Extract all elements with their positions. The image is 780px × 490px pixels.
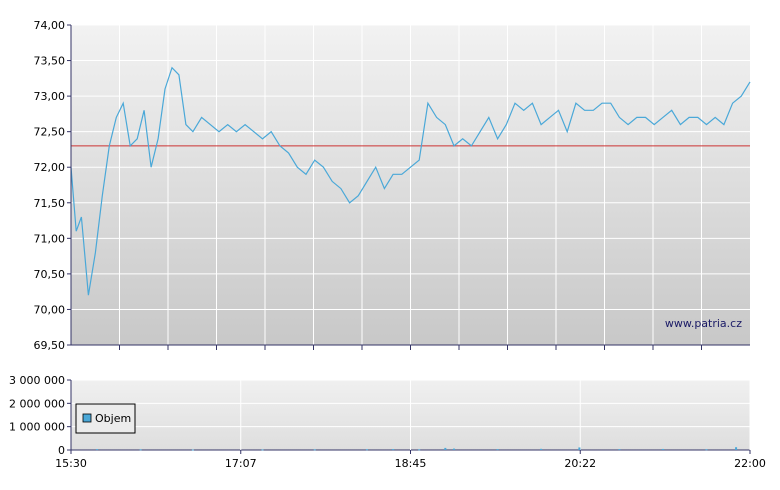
legend-swatch — [82, 413, 92, 423]
volume-bar — [261, 449, 264, 451]
volume-bar — [392, 449, 395, 451]
price-y-tick-label: 72,00 — [34, 161, 66, 174]
volume-y-axis-ticks: 3 000 000 2 000 000 1 000 000 0 — [9, 374, 71, 457]
x-tick-label: 22:00 — [734, 457, 766, 470]
volume-bar — [453, 448, 456, 450]
volume-bar — [365, 449, 368, 451]
price-y-tick-label: 73,50 — [34, 55, 66, 68]
volume-y-tick-label: 3 000 000 — [9, 374, 65, 387]
volume-bar — [496, 449, 499, 451]
volume-legend: Objem — [75, 403, 136, 434]
volume-y-tick-label: 1 000 000 — [9, 421, 65, 434]
volume-bar — [139, 449, 142, 451]
price-y-tick-label: 70,00 — [34, 303, 66, 316]
volume-bar — [661, 448, 664, 450]
price-y-tick-label: 73,00 — [34, 90, 66, 103]
price-y-tick-label: 74,00 — [34, 19, 66, 32]
volume-bar — [96, 449, 99, 451]
x-tick-label: 17:07 — [225, 457, 257, 470]
volume-bar — [313, 449, 316, 451]
x-tick-label: 15:30 — [55, 457, 87, 470]
volume-y-tick-label: 2 000 000 — [9, 397, 65, 410]
price-series-line — [70, 66, 751, 296]
price-y-tick-label: 70,50 — [34, 268, 66, 281]
price-grid — [71, 24, 750, 350]
x-tick-label: 18:45 — [395, 457, 427, 470]
price-y-tick-label: 71,50 — [34, 197, 66, 210]
x-tick-label: 20:22 — [564, 457, 596, 470]
volume-y-tick-label: 0 — [58, 444, 65, 457]
volume-bars — [96, 447, 738, 451]
price-y-tick-label: 69,50 — [34, 339, 66, 352]
volume-bar — [705, 449, 708, 451]
volume-bar — [540, 448, 543, 450]
price-y-tick-label: 72,50 — [34, 126, 66, 139]
price-y-tick-label: 71,00 — [34, 232, 66, 245]
volume-bar — [578, 447, 581, 450]
volume-bar — [418, 449, 421, 451]
volume-bar — [618, 449, 621, 451]
x-axis-ticks: 15:30 17:07 18:45 20:22 22:00 — [55, 450, 766, 470]
volume-bar — [735, 447, 738, 450]
price-y-axis-ticks: 74,00 73,50 73,00 72,50 72,00 71,50 71,00 70,50… — [34, 19, 71, 352]
volume-bar — [444, 447, 447, 450]
volume-bar — [191, 449, 194, 451]
legend-label: Objem — [95, 412, 131, 425]
watermark: www.patria.cz — [665, 317, 742, 330]
